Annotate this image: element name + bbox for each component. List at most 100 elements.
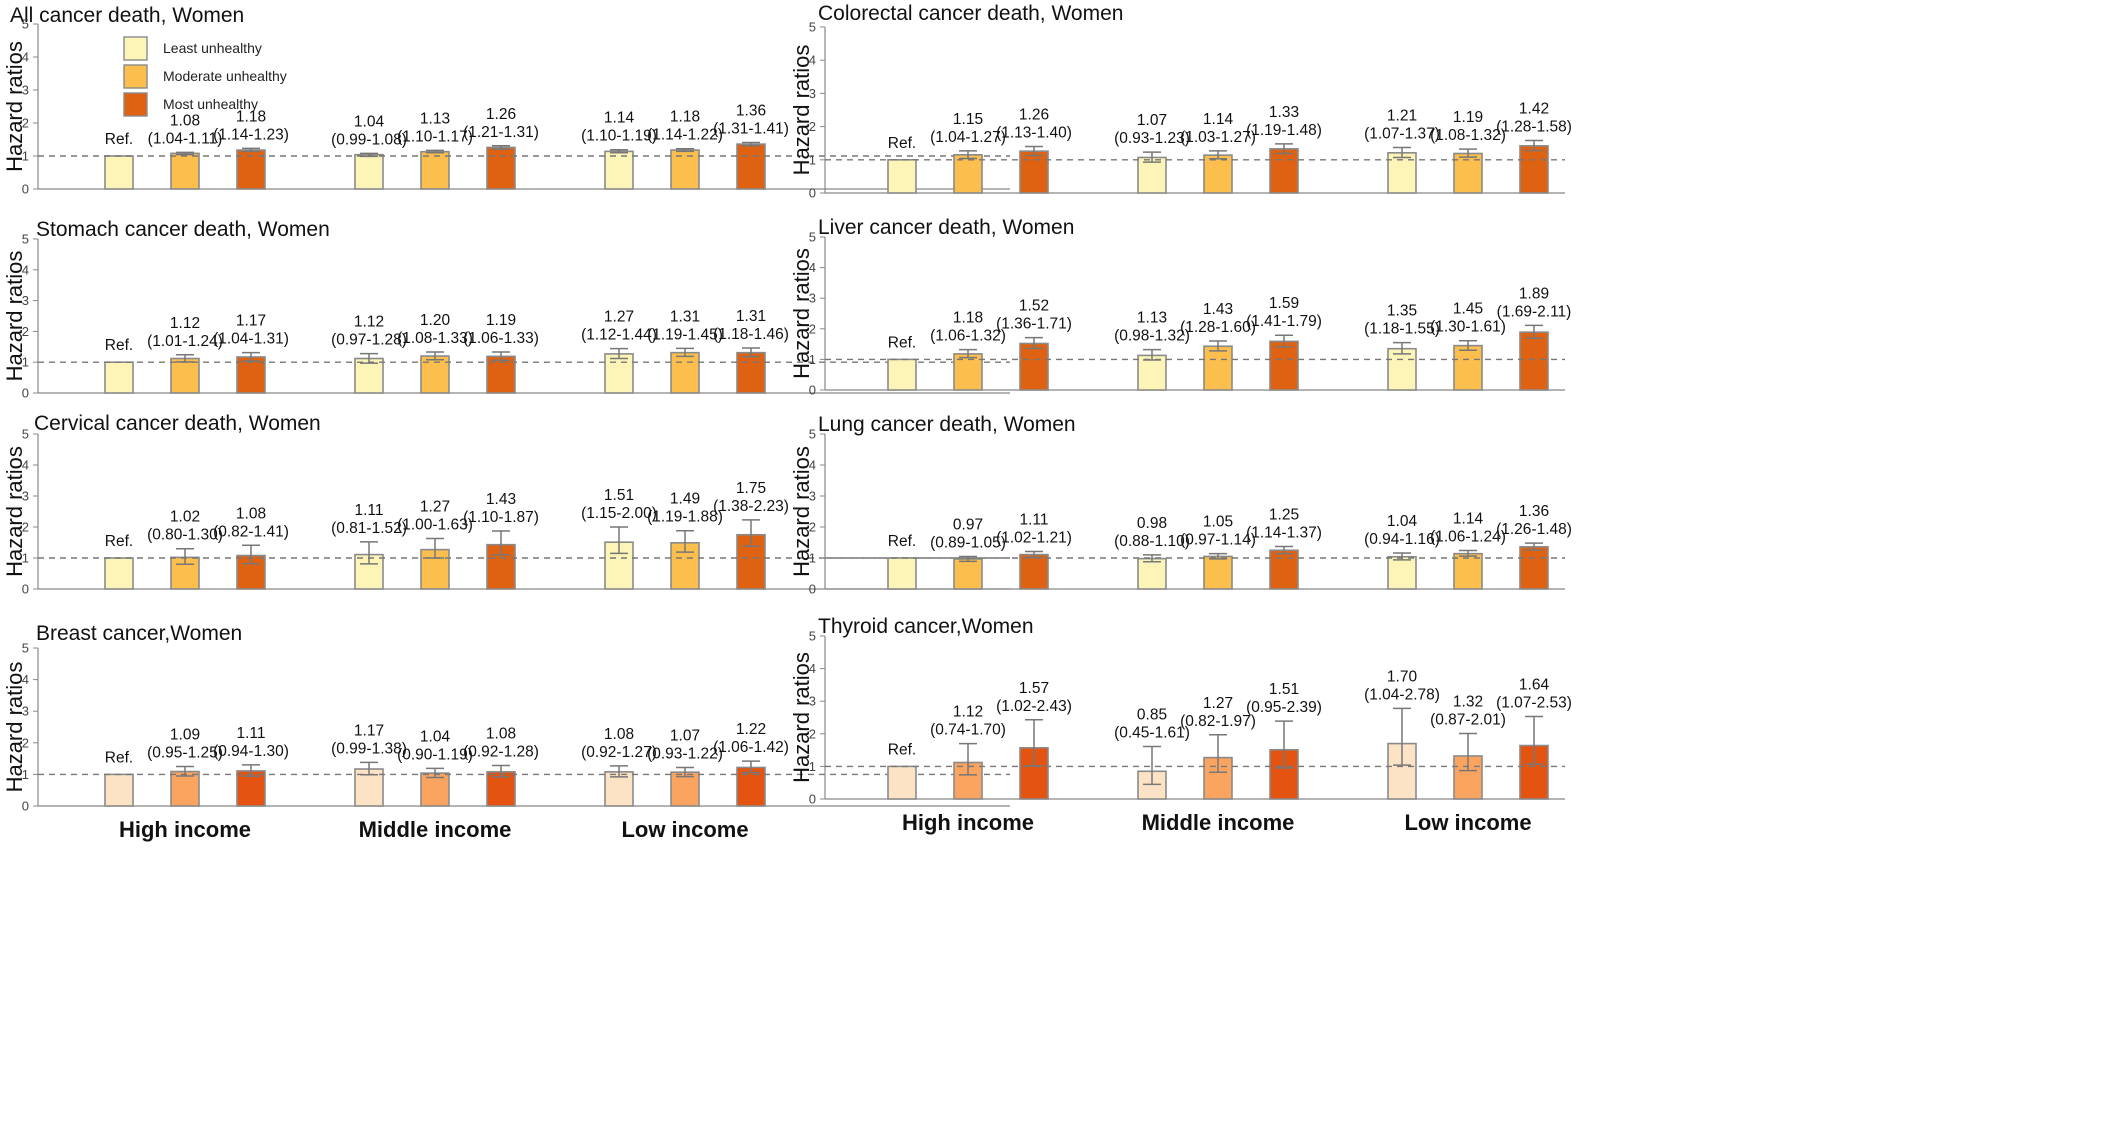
bar: [1453, 552, 1483, 590]
data-label: 1.21 (1.07-1.37): [1364, 108, 1440, 143]
data-label: 1.18 (1.14-1.22): [647, 109, 723, 144]
data-label: 1.35 (1.18-1.55): [1364, 303, 1440, 338]
legend-label: Moderate unhealthy: [163, 68, 287, 84]
data-label: 1.02 (0.80-1.30): [147, 509, 223, 544]
data-label: 1.51 (0.95-2.39): [1246, 681, 1322, 716]
y-tick-label: 0: [809, 383, 816, 398]
data-label: 1.08 (0.92-1.27): [581, 726, 657, 761]
y-tick-label: 2: [809, 520, 816, 535]
y-tick-label: 3: [22, 704, 29, 719]
y-axis-label: Hazard ratios: [2, 41, 27, 172]
y-tick-label: 3: [22, 83, 29, 98]
data-label: 1.09 (0.95-1.25): [147, 727, 223, 762]
data-label: 1.36 (1.31-1.41): [713, 102, 789, 137]
chart-panel-1: All cancer death, Women Hazard ratios 0 1 2 3…: [2, 4, 1010, 197]
data-label: 1.04 (0.90-1.19): [397, 728, 473, 763]
y-tick-label: 5: [809, 230, 816, 245]
data-label: 1.18 (1.06-1.32): [930, 310, 1006, 345]
bar: [670, 149, 700, 190]
bar: [104, 773, 134, 807]
x-category-label: Middle income: [359, 817, 512, 842]
bar: [1387, 347, 1417, 391]
bar: [236, 356, 266, 394]
y-tick-label: 3: [809, 86, 816, 101]
data-label: 1.11 (0.81-1.52): [331, 502, 407, 537]
bar: [104, 361, 134, 394]
bar: [1519, 145, 1549, 194]
bar: [1269, 549, 1299, 590]
y-tick-label: 0: [809, 582, 816, 597]
bar: [1019, 342, 1049, 391]
data-label: 1.42 (1.28-1.58): [1496, 101, 1572, 136]
y-tick-label: 1: [809, 551, 816, 566]
bar: [486, 146, 516, 190]
data-label: 1.22 (1.06-1.42): [713, 721, 789, 756]
x-category-label: High income: [902, 810, 1034, 835]
y-axis-label: Hazard ratios: [789, 446, 814, 577]
y-tick-label: 4: [809, 260, 816, 275]
data-label: 1.11 (0.94-1.30): [213, 725, 289, 760]
data-label: 1.14 (1.06-1.24): [1430, 511, 1506, 546]
chart-title: All cancer death, Women: [10, 4, 244, 27]
bar: [1019, 553, 1049, 590]
y-tick-label: 2: [809, 726, 816, 741]
data-label: 1.33 (1.19-1.48): [1246, 104, 1322, 139]
y-tick-label: 5: [22, 232, 29, 247]
y-tick-label: 0: [809, 186, 816, 201]
data-label: 1.59 (1.41-1.79): [1246, 295, 1322, 330]
y-tick-label: 1: [809, 352, 816, 367]
bar: [170, 152, 200, 190]
legend: Least unhealthy Moderate unhealthy Most un…: [123, 36, 287, 117]
data-label: 0.97 (0.89-1.05): [930, 516, 1006, 551]
chart-title: Lung cancer death, Women: [818, 413, 1076, 436]
data-label: 1.26 (1.13-1.40): [996, 107, 1072, 142]
y-tick-label: 2: [809, 119, 816, 134]
bar: [1453, 344, 1483, 391]
data-label: 1.89 (1.69-2.11): [1497, 285, 1572, 320]
data-label: 1.31 (1.19-1.45): [647, 308, 723, 343]
y-tick-label: 4: [809, 53, 816, 68]
data-label: 1.04 (0.99-1.08): [331, 113, 407, 148]
y-tick-label: 2: [22, 116, 29, 131]
y-tick-label: 1: [22, 767, 29, 782]
data-label: 1.05 (0.97-1.14): [1180, 514, 1256, 549]
bar: [1269, 748, 1299, 800]
y-tick-label: 1: [22, 149, 29, 164]
data-label: 1.13 (1.10-1.17): [397, 110, 473, 145]
bar: [670, 771, 700, 807]
data-label: 1.64 (1.07-2.53): [1496, 677, 1572, 712]
y-tick-label: 5: [809, 20, 816, 35]
data-label: 1.08 (0.82-1.41): [213, 505, 289, 540]
legend-swatch: [123, 92, 148, 117]
legend-swatch: [123, 36, 148, 61]
data-label: 1.43 (1.28-1.60): [1180, 301, 1256, 336]
legend-label: Most unhealthy: [163, 96, 258, 112]
bar: [420, 150, 450, 190]
bar: [354, 357, 384, 394]
y-tick-label: 0: [22, 799, 29, 814]
bar: [1203, 345, 1233, 391]
data-label: 1.17 (0.99-1.38): [331, 722, 407, 757]
data-label: Ref.: [105, 337, 133, 354]
chart-title: Stomach cancer death, Women: [36, 218, 330, 241]
data-label: Ref.: [105, 131, 133, 148]
y-tick-label: 5: [22, 641, 29, 656]
data-label: 1.36 (1.26-1.48): [1496, 503, 1572, 538]
y-axis-label: Hazard ratios: [2, 251, 27, 382]
y-tick-label: 4: [22, 458, 29, 473]
y-tick-label: 0: [22, 582, 29, 597]
data-label: Ref.: [105, 533, 133, 550]
y-tick-label: 4: [809, 661, 816, 676]
data-label: 1.27 (0.82-1.97): [1180, 695, 1256, 730]
bar: [1387, 152, 1417, 194]
bar: [1137, 354, 1167, 391]
data-label: 1.08 (1.04-1.11): [148, 112, 223, 147]
data-label: 1.12 (1.01-1.24): [147, 315, 223, 350]
x-category-label: Low income: [1404, 810, 1531, 835]
y-tick-label: 4: [809, 458, 816, 473]
y-axis-label: Hazard ratios: [789, 45, 814, 176]
data-label: 1.15 (1.04-1.27): [930, 111, 1006, 146]
y-tick-label: 5: [22, 427, 29, 442]
